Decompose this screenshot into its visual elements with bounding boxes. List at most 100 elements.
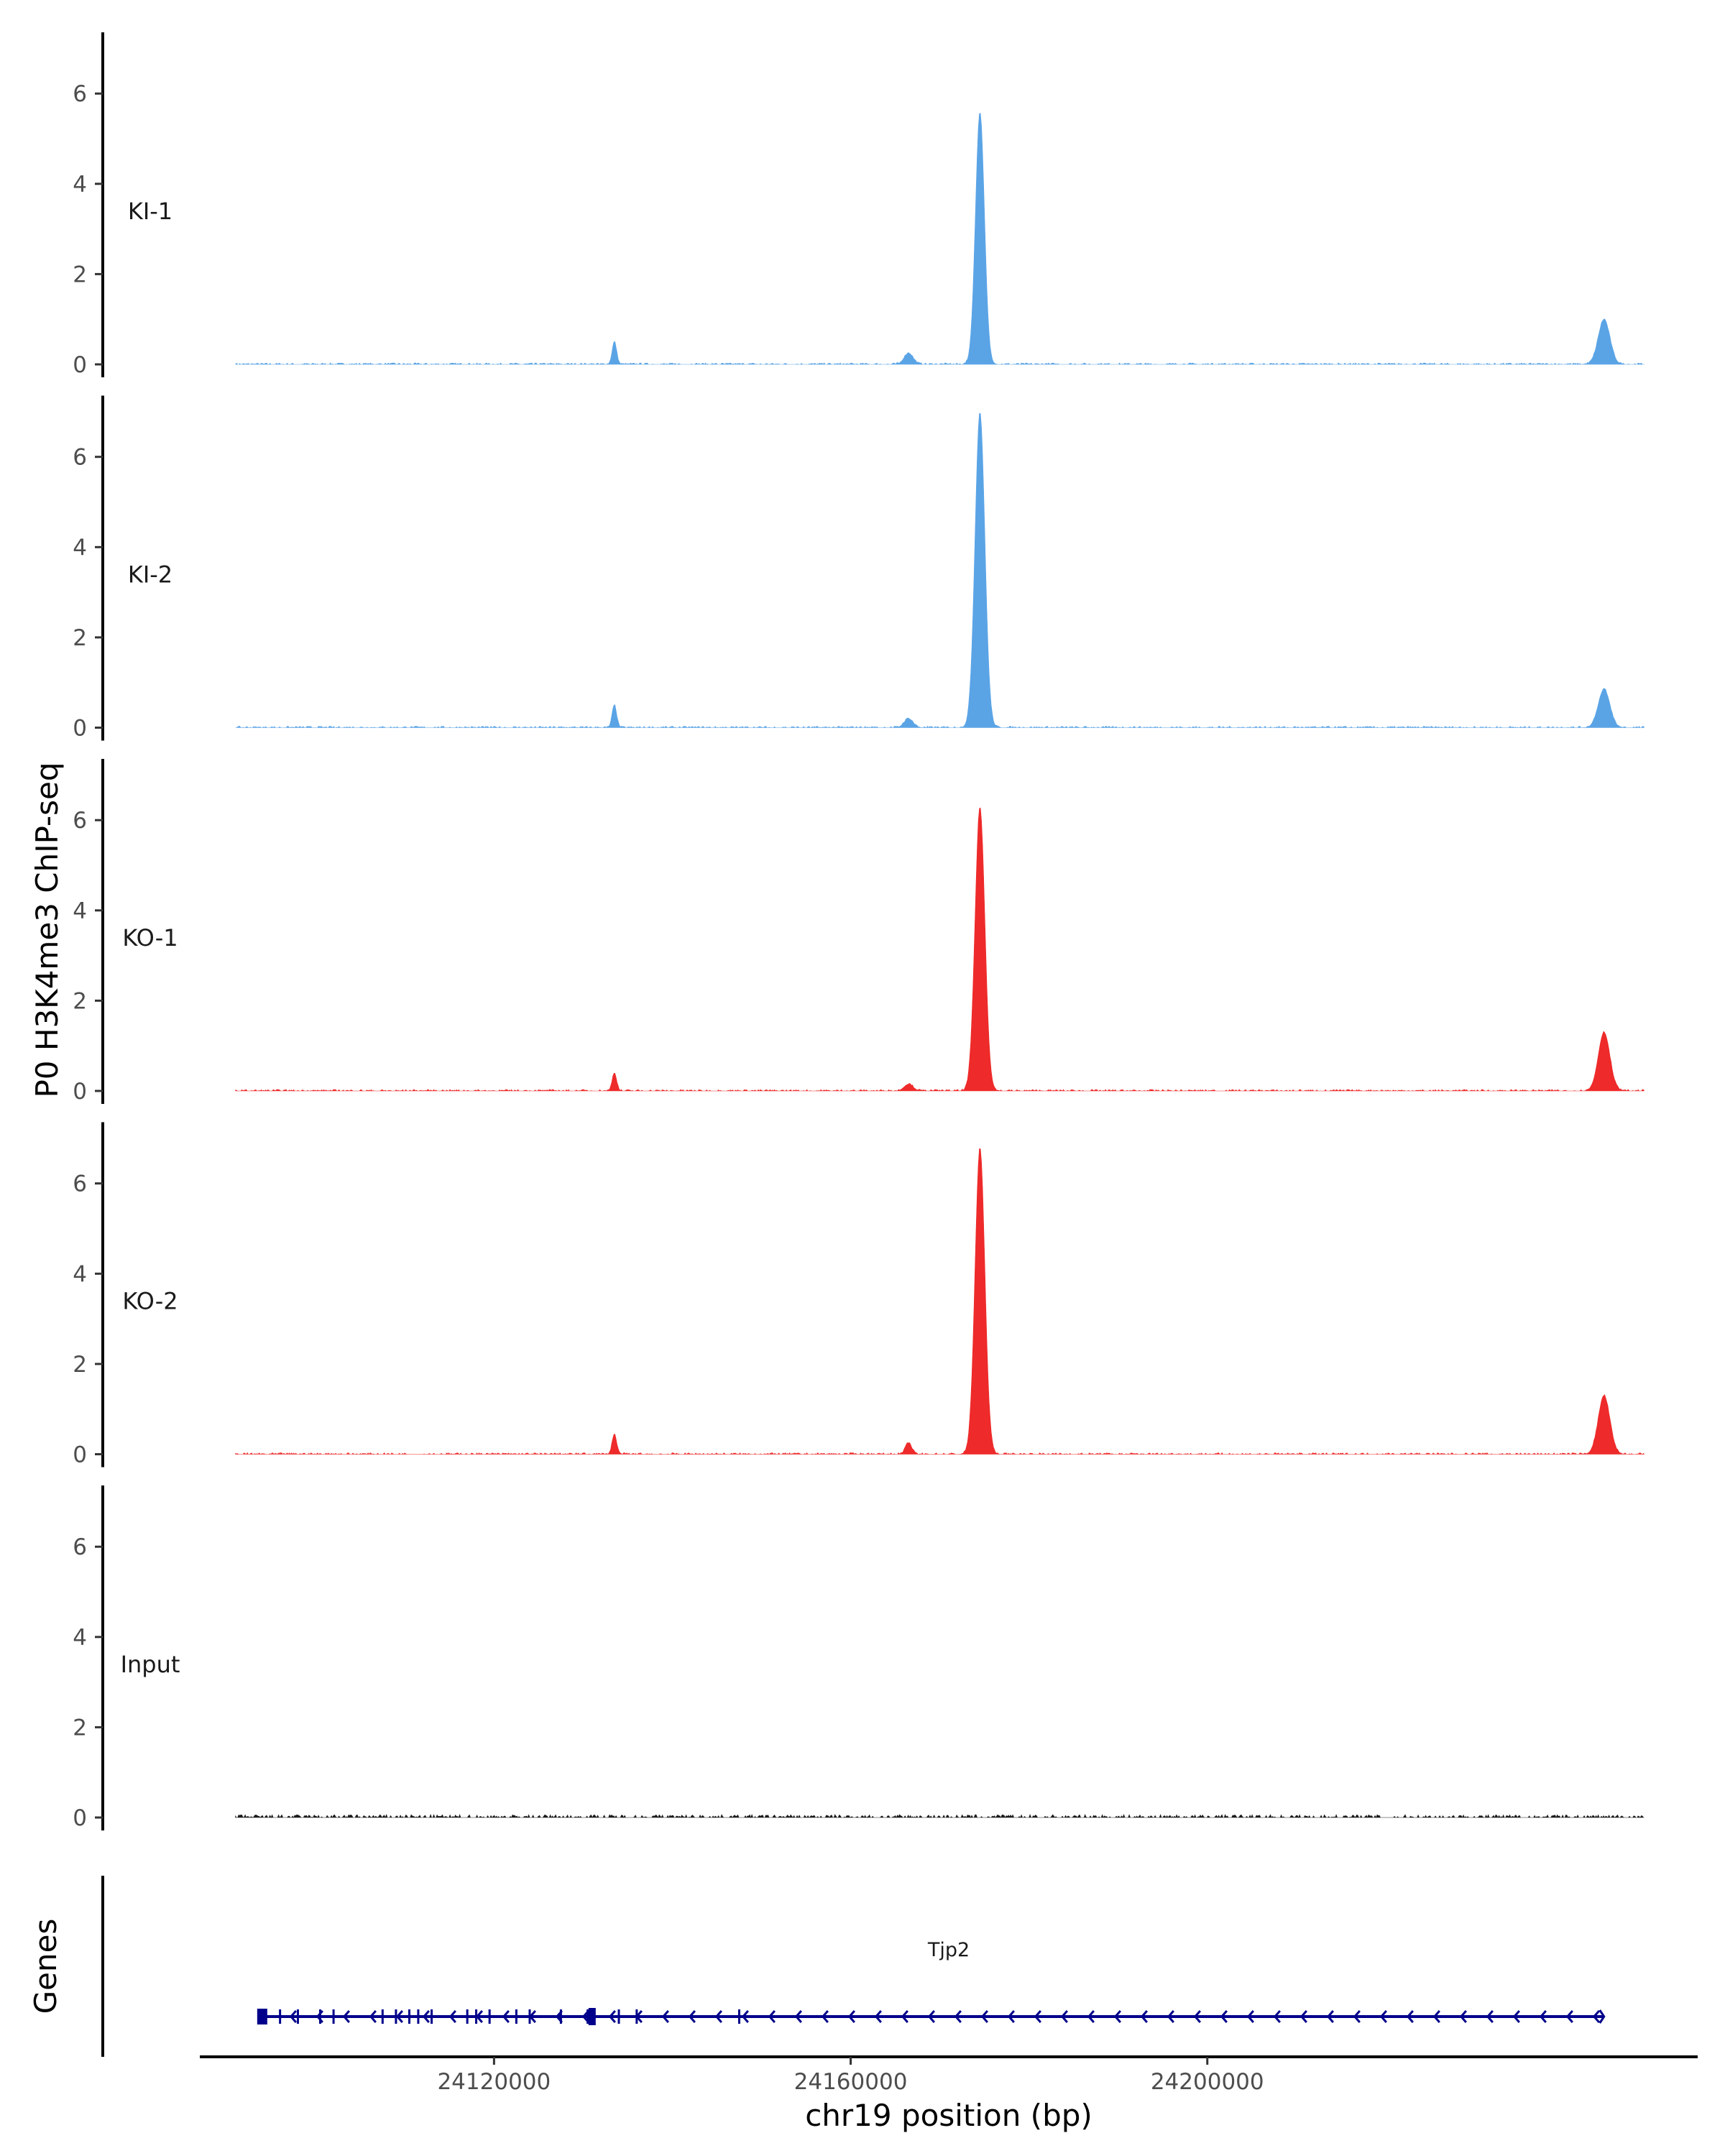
y-tick-label: 0 — [73, 352, 87, 378]
x-axis-title: chr19 position (bp) — [805, 2098, 1092, 2133]
track-ko-1: 0 2 4 6 KO-1 — [73, 759, 1645, 1105]
track-ki-2: 0 2 4 6 KI-2 — [73, 395, 1645, 742]
gene-model — [257, 2008, 1606, 2025]
x-tick-label: 24160000 — [794, 2069, 908, 2095]
strand-arrow — [608, 2010, 616, 2023]
y-tick-label: 4 — [73, 172, 87, 198]
track-input: 0 2 4 6 Input — [73, 1485, 1644, 1831]
strand-arrow — [1379, 2010, 1387, 2023]
strand-arrow — [448, 2010, 456, 2023]
gene-exon — [257, 2009, 267, 2024]
strand-arrow — [741, 2010, 749, 2023]
y-tick-label: 2 — [73, 988, 87, 1014]
y-tick-label: 0 — [73, 1442, 87, 1468]
signal-area — [235, 1148, 1645, 1455]
strand-arrow — [1432, 2010, 1440, 2023]
gene-end-marker — [1598, 2009, 1606, 2024]
gene-exon — [318, 2009, 321, 2024]
y-tick-label: 4 — [73, 535, 87, 561]
tracks-layer: 0 2 4 6 KI-1 0 2 4 6 KI-2 0 2 4 6 KO-1 0 2 4 6 KO-2 0 2 4 6 Inpu… — [73, 32, 1645, 1831]
track-label: KI-2 — [128, 561, 172, 589]
strand-arrow — [1592, 2010, 1600, 2023]
gene-exon — [588, 2008, 596, 2025]
strand-arrow — [1300, 2010, 1307, 2023]
y-tick-label: 0 — [73, 1079, 87, 1105]
strand-arrow — [1140, 2010, 1148, 2023]
x-ticks: 24120000 24160000 24200000 — [437, 2057, 1264, 2095]
strand-arrow — [422, 2010, 430, 2023]
y-tick-label: 6 — [73, 1171, 87, 1197]
genes-panel: Genes Tjp2 — [28, 1876, 1606, 2057]
strand-arrow — [395, 2010, 403, 2023]
genes-axis-title: Genes — [28, 1919, 63, 2014]
gene-exon — [408, 2009, 411, 2024]
gene-exon — [737, 2009, 740, 2024]
strand-arrow — [1539, 2010, 1547, 2023]
strand-arrow — [847, 2010, 855, 2023]
strand-arrow — [901, 2010, 908, 2023]
y-tick-label: 4 — [73, 1261, 87, 1287]
strand-arrow — [1353, 2010, 1361, 2023]
strand-arrow — [289, 2010, 297, 2023]
x-tick-label: 24200000 — [1151, 2069, 1264, 2095]
strand-arrow — [1034, 2010, 1041, 2023]
strand-arrow — [714, 2010, 722, 2023]
gene-exon — [279, 2009, 282, 2024]
y-tick-label: 2 — [73, 262, 87, 287]
strand-arrow — [874, 2010, 882, 2023]
track-ki-1: 0 2 4 6 KI-1 — [73, 32, 1644, 378]
y-tick-label: 4 — [73, 1625, 87, 1651]
strand-arrow — [1113, 2010, 1121, 2023]
y-tick-label: 0 — [73, 716, 87, 742]
strand-arrow — [927, 2010, 935, 2023]
y-tick-label: 6 — [73, 445, 87, 471]
strand-arrow — [1273, 2010, 1281, 2023]
strand-arrow — [688, 2010, 696, 2023]
gene-exon — [559, 2009, 562, 2024]
strand-arrow — [1060, 2010, 1068, 2023]
x-axis: 24120000 24160000 24200000 chr19 position … — [200, 2055, 1698, 2133]
signal-area — [235, 807, 1645, 1092]
strand-arrow — [1326, 2010, 1334, 2023]
gene-exon — [488, 2009, 491, 2024]
y-tick-label: 4 — [73, 898, 87, 924]
strand-arrow — [1167, 2010, 1174, 2023]
y-tick-label: 0 — [73, 1805, 87, 1831]
signal-area — [235, 1814, 1644, 1818]
gene-exon — [528, 2009, 531, 2024]
y-tick-label: 6 — [73, 81, 87, 107]
strand-arrow — [768, 2010, 776, 2023]
track-label: KI-1 — [128, 198, 172, 225]
strand-arrow — [1220, 2010, 1228, 2023]
strand-arrow — [1193, 2010, 1201, 2023]
gene-exon — [296, 2009, 299, 2024]
signal-area — [234, 113, 1644, 365]
strand-arrow — [821, 2010, 829, 2023]
strand-arrow — [342, 2010, 350, 2023]
track-label: KO-1 — [122, 924, 178, 952]
y-tick-label: 6 — [73, 808, 87, 834]
strand-arrow — [954, 2010, 962, 2023]
strand-arrow — [1246, 2010, 1254, 2023]
gene-exon — [635, 2009, 638, 2024]
strand-arrow — [1512, 2010, 1520, 2023]
strand-arrow — [1459, 2010, 1467, 2023]
x-tick-label: 24120000 — [437, 2069, 551, 2095]
strand-arrow — [369, 2010, 377, 2023]
gene-exon — [586, 2009, 589, 2024]
y-axis-title: P0 H3K4me3 ChIP-seq — [29, 762, 65, 1097]
y-tick-label: 2 — [73, 1715, 87, 1741]
gene-label: Tjp2 — [927, 1939, 970, 1961]
gene-exon — [431, 2009, 433, 2024]
strand-arrow — [1406, 2010, 1414, 2023]
gene-exon — [417, 2009, 420, 2024]
strand-arrow — [1087, 2010, 1095, 2023]
strand-arrow — [1007, 2010, 1015, 2023]
track-ko-2: 0 2 4 6 KO-2 — [73, 1122, 1645, 1468]
gene-exon — [466, 2009, 469, 2024]
gene-exon — [381, 2009, 384, 2024]
gene-exon — [515, 2009, 518, 2024]
track-label: KO-2 — [122, 1288, 178, 1315]
y-tick-label: 2 — [73, 625, 87, 651]
